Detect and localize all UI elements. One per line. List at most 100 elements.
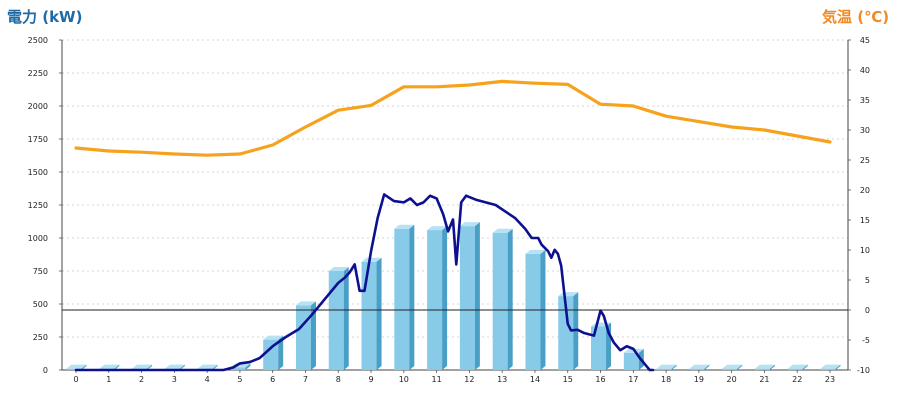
- x-tick-label: 14: [530, 375, 540, 384]
- x-tick-label: 13: [497, 375, 507, 384]
- x-tick-label: 11: [432, 375, 442, 384]
- power-bar: [656, 364, 677, 370]
- bar-top: [164, 364, 185, 369]
- bar-top: [722, 364, 743, 369]
- left-tick-label: 250: [33, 333, 48, 342]
- bar-top: [787, 364, 808, 369]
- bar-top: [459, 222, 480, 227]
- power-bar: [66, 364, 87, 370]
- bar-top: [689, 364, 710, 369]
- left-tick-label: 2000: [28, 102, 48, 111]
- bar-top: [820, 364, 841, 369]
- bar-side: [507, 228, 513, 370]
- bar-front: [623, 352, 639, 370]
- x-tick-label: 18: [661, 375, 671, 384]
- power-bar: [754, 364, 775, 370]
- left-tick-label: 750: [33, 267, 48, 276]
- bar-top: [361, 257, 382, 262]
- x-tick-label: 7: [303, 375, 308, 384]
- bar-side: [442, 226, 448, 370]
- right-axis-title: 気温 (℃): [822, 8, 889, 26]
- bar-front: [394, 228, 410, 370]
- bar-side: [376, 257, 382, 370]
- x-tick-label: 21: [759, 375, 769, 384]
- bar-top: [328, 267, 349, 271]
- left-tick-label: 1750: [28, 135, 48, 144]
- bar-front: [427, 230, 443, 370]
- bar-side: [474, 222, 480, 370]
- power-bar: [263, 335, 284, 370]
- axes: [59, 39, 851, 373]
- series-lines: [74, 79, 832, 372]
- bar-front: [263, 339, 279, 370]
- bar-top: [99, 364, 120, 369]
- x-tick-label: 0: [73, 375, 78, 384]
- x-tick-label: 12: [464, 375, 474, 384]
- right-tick-label: 35: [860, 96, 870, 105]
- bar-side: [278, 335, 284, 370]
- left-axis-title: 電力 (kW): [7, 8, 82, 26]
- bar-side: [409, 224, 415, 370]
- bar-front: [230, 367, 246, 370]
- left-tick-label: 1000: [28, 234, 48, 243]
- bar-side: [671, 364, 677, 370]
- tick-labels: 02505007501000125015001750200022502500-1…: [28, 36, 870, 384]
- bar-side: [310, 301, 316, 370]
- x-tick-label: 23: [825, 375, 835, 384]
- x-tick-label: 22: [792, 375, 802, 384]
- temperature-line: [74, 79, 832, 157]
- left-tick-label: 2250: [28, 69, 48, 78]
- right-tick-label: 10: [860, 246, 870, 255]
- bar-front: [591, 326, 607, 370]
- power-bar: [722, 364, 743, 370]
- bar-top: [492, 228, 513, 233]
- bar-top: [132, 364, 153, 369]
- bar-side: [81, 364, 87, 370]
- x-tick-label: 10: [399, 375, 409, 384]
- grid-lines: [62, 39, 848, 338]
- bar-top: [197, 364, 218, 369]
- power-bar: [820, 364, 841, 370]
- power-bar: [623, 348, 644, 370]
- bar-top: [656, 364, 677, 369]
- left-tick-label: 1250: [28, 201, 48, 210]
- x-tick-label: 15: [563, 375, 573, 384]
- bar-side: [212, 364, 218, 370]
- power-bar: [689, 364, 710, 370]
- bar-side: [769, 364, 775, 370]
- right-tick-label: 25: [860, 156, 870, 165]
- power-bar: [492, 228, 513, 370]
- right-tick-label: 20: [860, 186, 870, 195]
- x-tick-label: 9: [368, 375, 373, 384]
- right-tick-label: 45: [860, 36, 870, 45]
- right-tick-label: 15: [860, 216, 870, 225]
- bar-top: [295, 301, 316, 306]
- power-bar: [361, 257, 382, 370]
- bar-side: [245, 363, 251, 370]
- x-tick-label: 1: [106, 375, 111, 384]
- bar-side: [835, 364, 841, 370]
- right-tick-label: 30: [860, 126, 870, 135]
- x-tick-label: 6: [270, 375, 275, 384]
- bar-front: [787, 368, 803, 370]
- bar-side: [179, 364, 185, 370]
- x-tick-label: 20: [727, 375, 737, 384]
- power-bar: [525, 249, 546, 370]
- bar-top: [525, 249, 546, 254]
- bar-side: [114, 364, 120, 370]
- bar-front: [295, 305, 311, 370]
- x-tick-label: 2: [139, 375, 144, 384]
- power-bars: [66, 222, 841, 370]
- x-tick-label: 4: [205, 375, 210, 384]
- x-tick-label: 5: [237, 375, 242, 384]
- bar-top: [263, 335, 284, 340]
- bar-side: [802, 364, 808, 370]
- x-tick-label: 8: [336, 375, 341, 384]
- power-bar: [427, 226, 448, 370]
- power-bar: [328, 267, 349, 370]
- right-tick-label: 5: [865, 276, 870, 285]
- bar-top: [754, 364, 775, 369]
- power-demand-line: [74, 193, 655, 372]
- bar-side: [704, 364, 710, 370]
- bar-top: [394, 224, 415, 229]
